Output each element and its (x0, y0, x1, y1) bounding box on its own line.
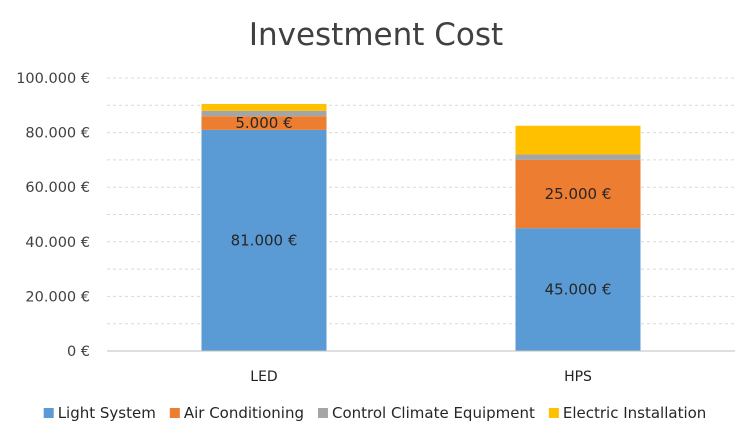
y-axis-ticks: 0 € 20.000 € 40.000 € 60.000 € 80.000 € 100.0… (16, 71, 90, 360)
bar-led-light-system (201, 129, 327, 351)
x-tick-label-led: LED (250, 369, 277, 385)
legend: Light System Air Conditioning Control Clim… (43, 404, 706, 422)
y-tick-label: 0 € (67, 344, 90, 360)
data-label-led-light-system: 81.000 € (231, 231, 298, 249)
legend-item-control-climate-equipment: Control Climate Equipment (317, 404, 535, 422)
y-tick-label: 20.000 € (25, 289, 90, 305)
legend-item-electric-installation: Electric Installation (548, 404, 706, 422)
legend-swatch (317, 408, 328, 418)
legend-label: Electric Installation (563, 404, 706, 422)
data-label-layer: 81.000 € 5.000 € 45.000 € 25.000 € (231, 114, 612, 299)
legend-item-light-system: Light System (43, 404, 156, 422)
bar-led-air-conditioning (201, 116, 327, 130)
chart-title: Investment Cost (249, 17, 503, 53)
y-tick-label: 40.000 € (25, 235, 90, 251)
data-label-hps-light-system: 45.000 € (545, 281, 612, 299)
y-tick-label: 80.000 € (25, 126, 90, 142)
legend-swatch (169, 408, 180, 418)
bar-hps-air-conditioning (515, 159, 641, 229)
x-tick-label-hps: HPS (564, 369, 592, 385)
bar-led-electric-installation (201, 103, 327, 111)
bar-hps-electric-installation (515, 125, 641, 155)
y-tick-label: 60.000 € (25, 180, 90, 196)
bar-led-control-climate-equipment (201, 110, 327, 117)
data-label-led-air-conditioning: 5.000 € (235, 114, 292, 132)
legend-swatch (548, 408, 559, 418)
x-axis-ticks: LED HPS (250, 369, 592, 385)
bar-hps-light-system (515, 228, 641, 351)
y-tick-label: 100.000 € (16, 71, 90, 87)
grid-layer (107, 77, 735, 325)
legend-item-air-conditioning: Air Conditioning (169, 404, 304, 422)
legend-label: Air Conditioning (184, 404, 304, 422)
data-label-hps-air-conditioning: 25.000 € (545, 185, 612, 203)
legend-label: Light System (58, 404, 156, 422)
bar-layer (201, 103, 641, 351)
legend-label: Control Climate Equipment (332, 404, 535, 422)
bar-hps-control-climate-equipment (515, 154, 641, 160)
legend-swatch (43, 408, 54, 418)
